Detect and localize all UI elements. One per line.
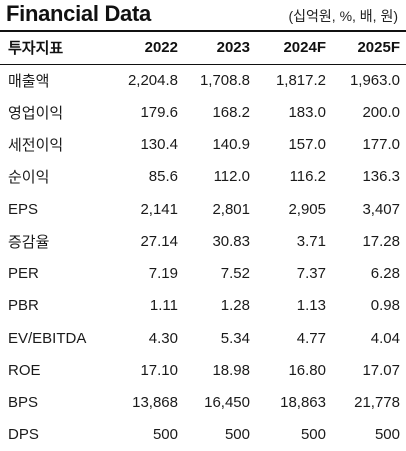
- table-row: PBR 1.11 1.28 1.13 0.98: [0, 290, 406, 322]
- table-cell: 2,801: [212, 200, 250, 218]
- column-header-2022: 2022: [112, 30, 184, 65]
- table-cell: 18.98: [212, 361, 250, 379]
- row-label: 순이익: [8, 169, 50, 187]
- row-label: PBR: [8, 297, 39, 315]
- table-row: EV/EBITDA 4.30 5.34 4.77 4.04: [0, 322, 406, 354]
- table-cell: 3,407: [362, 200, 400, 218]
- table-cell: 136.3: [362, 168, 400, 186]
- table-cell: 2,141: [140, 200, 178, 218]
- table-cell: 16.80: [288, 361, 326, 379]
- table-cell: 7.52: [220, 265, 250, 283]
- row-label: PER: [8, 265, 39, 283]
- table-cell: 4.04: [370, 329, 400, 347]
- row-label: EPS: [8, 200, 39, 218]
- table-row: 매출액 2,204.8 1,708.8 1,817.2 1,963.0: [0, 64, 406, 96]
- table-header-row: 투자지표 2022 2023 2024F 2025F: [0, 30, 406, 65]
- table-cell: 18,863: [280, 394, 326, 412]
- table-cell: 500: [224, 426, 250, 444]
- table-cell: 17.28: [362, 232, 400, 250]
- table-cell: 85.6: [148, 168, 178, 186]
- panel-title: Financial Data: [6, 1, 151, 26]
- row-label: 증감율: [8, 233, 50, 251]
- row-label: DPS: [8, 426, 39, 444]
- row-label: 매출액: [8, 72, 50, 90]
- table-row: 증감율 27.14 30.83 3.71 17.28: [0, 225, 406, 257]
- table-row: PER 7.19 7.52 7.37 6.28: [0, 258, 406, 290]
- financial-table: 투자지표 2022 2023 2024F 2025F 매출액 2,204.8 1,7…: [0, 30, 406, 451]
- title-row: Financial Data (십억원, %, 배, 원): [0, 0, 406, 30]
- row-label: BPS: [8, 394, 39, 412]
- table-row: BPS 13,868 16,450 18,863 21,778: [0, 387, 406, 419]
- table-row: DPS 500 500 500 500: [0, 419, 406, 451]
- table-row: ROE 17.10 18.98 16.80 17.07: [0, 354, 406, 386]
- table-cell: 1.11: [149, 297, 178, 315]
- table-cell: 17.10: [140, 361, 178, 379]
- table-cell: 2,905: [288, 200, 326, 218]
- table-cell: 4.77: [296, 329, 326, 347]
- table-row: EPS 2,141 2,801 2,905 3,407: [0, 193, 406, 225]
- table-cell: 13,868: [132, 394, 178, 412]
- table-cell: 140.9: [212, 136, 250, 154]
- table-cell: 200.0: [362, 103, 400, 121]
- row-label: 세전이익: [8, 137, 64, 155]
- row-label: ROE: [8, 361, 41, 379]
- table-cell: 6.28: [370, 265, 400, 283]
- table-cell: 1.28: [220, 297, 250, 315]
- column-header-2024f: 2024F: [256, 30, 332, 65]
- table-row: 순이익 85.6 112.0 116.2 136.3: [0, 161, 406, 193]
- table-cell: 168.2: [212, 103, 250, 121]
- table-cell: 1.13: [296, 297, 326, 315]
- table-cell: 5.34: [220, 329, 250, 347]
- column-header-indicator: 투자지표: [0, 30, 112, 65]
- table-cell: 16,450: [204, 394, 250, 412]
- table-cell: 177.0: [362, 136, 400, 154]
- table-body: 매출액 2,204.8 1,708.8 1,817.2 1,963.0 영업이익 179.6…: [0, 64, 406, 451]
- table-cell: 2,204.8: [127, 71, 178, 89]
- table-cell: 7.37: [296, 265, 326, 283]
- table-cell: 183.0: [288, 103, 326, 121]
- table-cell: 30.83: [212, 232, 250, 250]
- table-cell: 157.0: [288, 136, 326, 154]
- table-cell: 21,778: [354, 394, 400, 412]
- table-row: 영업이익 179.6 168.2 183.0 200.0: [0, 96, 406, 128]
- row-label: EV/EBITDA: [8, 329, 87, 347]
- table-cell: 1,708.8: [199, 71, 250, 89]
- table-cell: 500: [300, 426, 326, 444]
- table-cell: 116.2: [289, 168, 326, 186]
- table-cell: 112.0: [213, 168, 250, 186]
- unit-note: (십억원, %, 배, 원): [288, 8, 398, 24]
- table-cell: 4.30: [148, 329, 178, 347]
- table-cell: 500: [374, 426, 400, 444]
- table-cell: 130.4: [140, 136, 178, 154]
- column-header-2025f: 2025F: [332, 30, 406, 65]
- table-cell: 179.6: [140, 103, 178, 121]
- table-cell: 1,817.2: [275, 71, 326, 89]
- row-label: 영업이익: [8, 104, 64, 122]
- table-cell: 27.14: [140, 232, 178, 250]
- table-cell: 7.19: [148, 265, 178, 283]
- table-cell: 1,963.0: [349, 71, 400, 89]
- table-cell: 17.07: [362, 361, 400, 379]
- table-cell: 500: [152, 426, 178, 444]
- column-header-2023: 2023: [184, 30, 256, 65]
- table-row: 세전이익 130.4 140.9 157.0 177.0: [0, 129, 406, 161]
- table-cell: 3.71: [296, 232, 326, 250]
- table-cell: 0.98: [370, 297, 400, 315]
